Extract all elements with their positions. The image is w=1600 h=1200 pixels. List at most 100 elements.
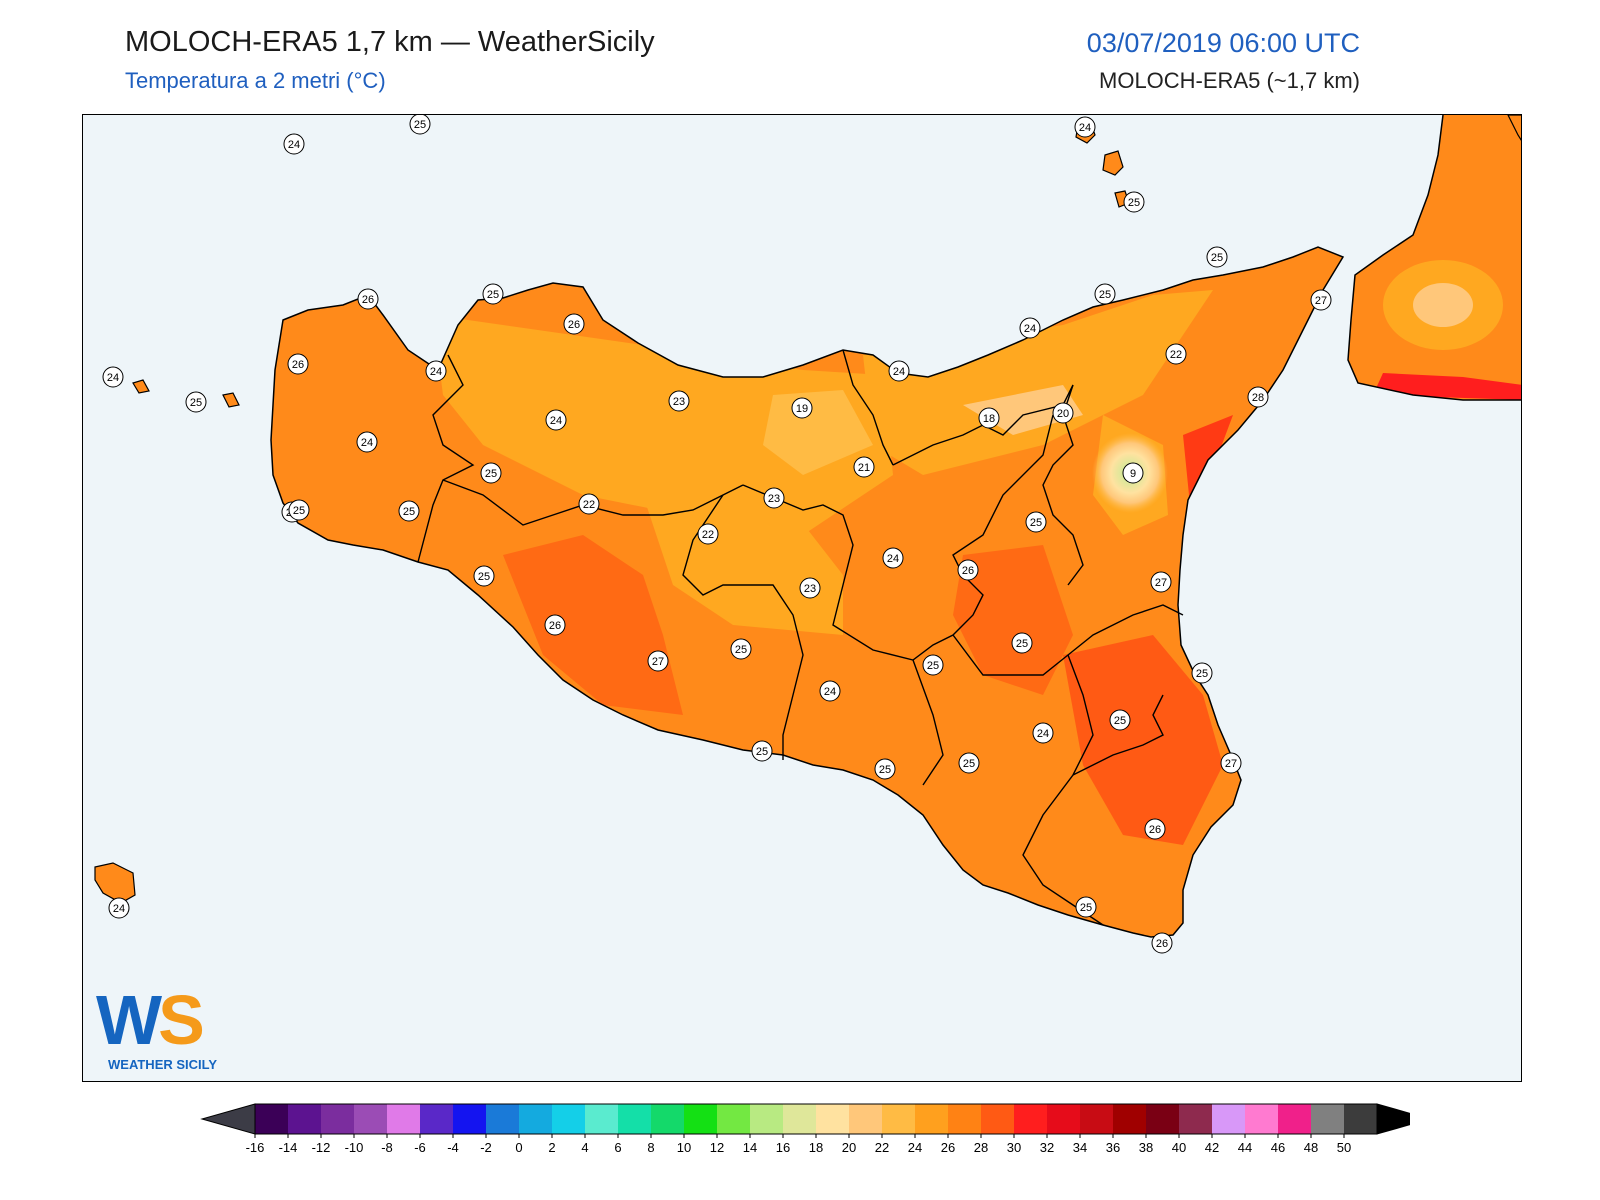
station-value: 25 bbox=[1211, 252, 1223, 264]
station-marker: 24 bbox=[425, 360, 447, 382]
station-marker: 26 bbox=[544, 614, 566, 636]
station-marker: 21 bbox=[853, 456, 875, 478]
station-value: 25 bbox=[927, 660, 939, 672]
colorbar-swatch bbox=[1113, 1104, 1146, 1134]
colorbar-tick-label: 28 bbox=[974, 1140, 988, 1155]
station-marker: 25 bbox=[473, 565, 495, 587]
colorbar-tick-label: 26 bbox=[941, 1140, 955, 1155]
station-marker: 23 bbox=[668, 390, 690, 412]
colorbar-tick-label: 18 bbox=[809, 1140, 823, 1155]
station-value: 25 bbox=[190, 397, 202, 409]
station-value: 26 bbox=[962, 565, 974, 577]
station-marker: 25 bbox=[1191, 662, 1213, 684]
station-value: 25 bbox=[879, 764, 891, 776]
station-value: 22 bbox=[583, 499, 595, 511]
forecast-datetime: 03/07/2019 06:00 UTC bbox=[1086, 28, 1360, 58]
station-marker: 22 bbox=[1165, 343, 1187, 365]
colorbar-tick-label: -10 bbox=[345, 1140, 364, 1155]
temperature-map[interactable]: 24 25 24 25 26 25 26 24 24 25 26 24 23 19 24 18 20 24 25 22… bbox=[82, 114, 1522, 1082]
station-value: 24 bbox=[1024, 323, 1036, 335]
station-marker: 25 bbox=[751, 740, 773, 762]
colorbar-tick-label: 46 bbox=[1271, 1140, 1285, 1155]
station-value: 25 bbox=[1128, 197, 1140, 209]
colorbar-swatch bbox=[255, 1104, 288, 1134]
station-marker: 25 bbox=[482, 283, 504, 305]
station-marker: 26 bbox=[563, 313, 585, 335]
colorbar-tick-label: 22 bbox=[875, 1140, 889, 1155]
colorbar-swatch bbox=[1245, 1104, 1278, 1134]
station-marker: 26 bbox=[1151, 932, 1173, 954]
station-value: 25 bbox=[735, 644, 747, 656]
colorbar-swatch bbox=[420, 1104, 453, 1134]
station-value: 26 bbox=[549, 620, 561, 632]
colorbar-swatch bbox=[321, 1104, 354, 1134]
station-value: 26 bbox=[1149, 824, 1161, 836]
colorbar-tick-label: 4 bbox=[581, 1140, 588, 1155]
station-value: 18 bbox=[983, 413, 995, 425]
station-marker: 25 bbox=[1206, 246, 1228, 268]
station-value: 26 bbox=[362, 294, 374, 306]
colorbar-swatch bbox=[1047, 1104, 1080, 1134]
colorbar-swatch bbox=[288, 1104, 321, 1134]
station-marker: 23 bbox=[763, 487, 785, 509]
colorbar-tick-label: 44 bbox=[1238, 1140, 1252, 1155]
station-marker: 9 bbox=[1122, 462, 1144, 484]
station-value: 19 bbox=[796, 403, 808, 415]
station-value: 24 bbox=[430, 366, 442, 378]
colorbar-tick-label: 16 bbox=[776, 1140, 790, 1155]
station-value: 9 bbox=[1130, 468, 1136, 480]
colorbar-tick-label: 34 bbox=[1073, 1140, 1087, 1155]
colorbar-tick-label: 8 bbox=[647, 1140, 654, 1155]
station-marker: 24 bbox=[356, 431, 378, 453]
station-marker: 27 bbox=[1220, 752, 1242, 774]
station-value: 27 bbox=[1155, 577, 1167, 589]
station-value: 25 bbox=[1016, 638, 1028, 650]
station-value: 25 bbox=[1114, 715, 1126, 727]
colorbar-tick-label: -6 bbox=[414, 1140, 426, 1155]
station-marker: 24 bbox=[819, 680, 841, 702]
colorbar-swatch bbox=[1014, 1104, 1047, 1134]
station-markers: 24 25 24 25 26 25 26 24 24 25 26 24 23 19 24 18 20 24 25 22… bbox=[102, 115, 1332, 954]
station-value: 22 bbox=[702, 529, 714, 541]
station-marker: 27 bbox=[647, 650, 669, 672]
station-marker: 24 bbox=[102, 366, 124, 388]
colorbar-tick-label: 50 bbox=[1337, 1140, 1351, 1155]
colorbar-swatch bbox=[915, 1104, 948, 1134]
station-marker: 25 bbox=[1075, 896, 1097, 918]
station-marker: 24 bbox=[283, 133, 305, 155]
colorbar-swatch bbox=[948, 1104, 981, 1134]
map-title: MOLOCH-ERA5 1,7 km — WeatherSicily bbox=[125, 26, 655, 58]
weathersicily-logo: WS WEATHER SICILY bbox=[96, 985, 256, 1077]
station-marker: 22 bbox=[697, 523, 719, 545]
colorbar-swatch bbox=[354, 1104, 387, 1134]
colorbar-tick-label: 40 bbox=[1172, 1140, 1186, 1155]
colorbar-tick-label: 38 bbox=[1139, 1140, 1153, 1155]
station-value: 25 bbox=[1196, 668, 1208, 680]
station-marker: 25 bbox=[958, 752, 980, 774]
station-value: 24 bbox=[550, 415, 562, 427]
station-marker: 28 bbox=[1247, 386, 1269, 408]
colorbar-swatch bbox=[1080, 1104, 1113, 1134]
station-marker: 24 bbox=[108, 897, 130, 919]
station-marker: 25 bbox=[398, 500, 420, 522]
station-marker: 27 bbox=[1310, 289, 1332, 311]
station-value: 24 bbox=[824, 686, 836, 698]
colorbar-tick-label: -14 bbox=[279, 1140, 298, 1155]
colorbar-swatch bbox=[750, 1104, 783, 1134]
station-marker: 25 bbox=[409, 115, 431, 135]
colorbar-tick-label: 24 bbox=[908, 1140, 922, 1155]
calabria-temperature-field bbox=[1347, 115, 1521, 401]
map-subtitle: Temperatura a 2 metri (°C) bbox=[125, 68, 386, 93]
station-marker: 24 bbox=[888, 360, 910, 382]
station-marker: 25 bbox=[185, 391, 207, 413]
station-value: 25 bbox=[478, 571, 490, 583]
station-value: 27 bbox=[1315, 295, 1327, 307]
station-value: 25 bbox=[1080, 902, 1092, 914]
colorbar-legend: -16 -14 -12 -10 -8 -6 -4 -2 0 2 4 6 8 10 12 14 16 18 20 22 2… bbox=[200, 1100, 1432, 1160]
colorbar-swatch bbox=[816, 1104, 849, 1134]
colorbar-tick-label: -2 bbox=[480, 1140, 492, 1155]
station-value: 25 bbox=[1030, 517, 1042, 529]
colorbar-tick-label: 0 bbox=[515, 1140, 522, 1155]
station-value: 25 bbox=[487, 289, 499, 301]
station-marker: 26 bbox=[287, 353, 309, 375]
